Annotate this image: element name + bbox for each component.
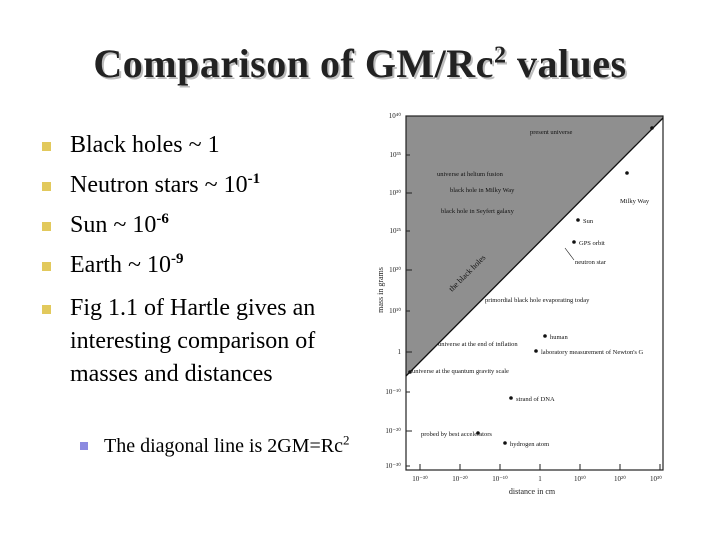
annotation-accelerators: probed by best accelerators xyxy=(421,431,492,438)
x-tick-label: 10⁻³⁰ xyxy=(412,475,428,483)
y-tick-label: 10⁻¹⁰ xyxy=(385,388,401,396)
plot-frame xyxy=(405,115,664,471)
point-marker xyxy=(408,370,412,374)
x-tick-label: 10⁻²⁰ xyxy=(452,475,468,483)
bullet-marker xyxy=(42,305,51,314)
y-tick-label: 10³⁵ xyxy=(389,151,401,159)
y-tick-label: 10³⁰ xyxy=(389,189,401,197)
point-marker xyxy=(543,334,547,338)
x-tick-label: 10³⁰ xyxy=(650,475,662,483)
bullet-marker xyxy=(42,142,51,151)
annotation-present-universe: present universe xyxy=(530,129,573,136)
bullet-list: Black holes ~ 1 Neutron stars ~ 10-1 Sun… xyxy=(40,132,340,391)
annotation-milky-way: Milky Way xyxy=(620,198,650,205)
x-tick-label: 10¹⁰ xyxy=(574,475,586,483)
x-tick-label: 1 xyxy=(538,475,542,483)
point-marker xyxy=(509,396,513,400)
annotation-inflation: universe at the end of inflation xyxy=(438,341,518,348)
y-axis-title: mass in grams xyxy=(376,267,385,313)
point-marker xyxy=(572,240,576,244)
sub-bullet-marker xyxy=(80,442,88,450)
annotation-bh-milky-way: black hole in Milky Way xyxy=(450,187,515,194)
y-tick-label: 10⁴⁰ xyxy=(389,112,401,120)
bullet-item: Earth ~ 10-9 xyxy=(40,252,340,279)
annotation-primordial: primordial black hole evaporating today xyxy=(485,297,590,304)
point-marker xyxy=(625,171,629,175)
bullet-item: Neutron stars ~ 10-1 xyxy=(40,172,340,199)
black-hole-region xyxy=(406,116,663,376)
sub-bullet: The diagonal line is 2GM=Rc2 xyxy=(80,433,364,460)
bullet-marker xyxy=(42,182,51,191)
y-tick-label: 10⁻³⁰ xyxy=(385,462,401,470)
point-marker xyxy=(576,218,580,222)
slide-title: Comparison of GM/Rc2 values xyxy=(93,41,627,86)
point-marker xyxy=(650,126,654,130)
diagonal-line xyxy=(405,117,664,377)
x-tick-label: 10⁻¹⁰ xyxy=(492,475,508,483)
y-tick-label: 1 xyxy=(398,348,402,356)
y-tick-label: 10²⁰ xyxy=(389,266,401,274)
annotation-sun: Sun xyxy=(583,218,594,225)
annotation-helium: universe at helium fusion xyxy=(437,171,504,178)
y-tick-label: 10¹⁰ xyxy=(389,307,401,315)
annotation-neutron-star: neutron star xyxy=(575,259,607,266)
bullet-item: Sun ~ 10-6 xyxy=(40,212,340,239)
diagonal-label: the black holes xyxy=(447,253,487,293)
annotation-dna: strand of DNA xyxy=(516,396,555,403)
y-tick-label: 10²⁵ xyxy=(389,227,401,235)
bullet-marker xyxy=(42,222,51,231)
annotation-bh-seyfert: black hole in Seyfert galaxy xyxy=(441,208,515,215)
annotation-newton-g: laboratory measurement of Newton's G xyxy=(541,349,644,356)
annotation-human: human xyxy=(550,334,568,341)
y-tick-label: 10⁻²⁰ xyxy=(385,427,401,435)
annotation-hydrogen: hydrogen atom xyxy=(510,441,549,448)
x-tick-label: 10²⁰ xyxy=(614,475,626,483)
point-marker xyxy=(476,431,480,435)
x-axis-title: distance in cm xyxy=(509,487,556,496)
bullet-item: Fig 1.1 of Hartle gives an interesting c… xyxy=(40,292,340,391)
annotation-gps: GPS orbit xyxy=(579,240,605,247)
bullet-item: Black holes ~ 1 xyxy=(40,132,340,159)
annotation-quantum-gravity: universe at the quantum gravity scale xyxy=(412,368,509,375)
point-marker xyxy=(534,349,538,353)
point-marker xyxy=(503,441,507,445)
bullet-marker xyxy=(42,262,51,271)
